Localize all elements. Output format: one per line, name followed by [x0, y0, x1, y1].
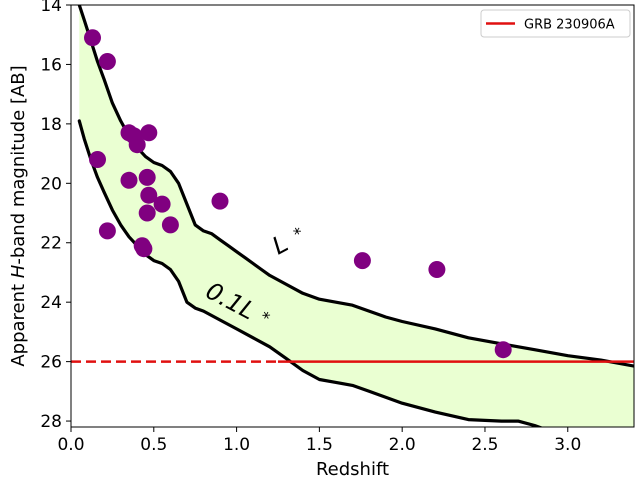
- data-point: [138, 168, 156, 186]
- data-point: [128, 136, 146, 154]
- x-axis-label: Redshift: [316, 459, 389, 480]
- data-point: [161, 216, 179, 234]
- data-point: [98, 222, 116, 240]
- x-tick-label: 2.0: [389, 435, 416, 455]
- data-point: [140, 124, 158, 142]
- legend-label: GRB 230906A: [524, 18, 615, 33]
- data-point: [135, 240, 153, 258]
- x-axis: 0.0 0.5 1.0 1.5 2.0 2.5 3.0: [57, 427, 581, 455]
- y-axis-label-prefix: Apparent: [8, 278, 29, 366]
- data-point: [353, 252, 371, 270]
- y-tick-label: 22: [40, 234, 62, 254]
- y-axis-label: Apparent H-band magnitude [AB]: [8, 65, 29, 366]
- data-point: [140, 186, 158, 204]
- y-tick-label: 14: [40, 0, 62, 16]
- data-point: [153, 195, 171, 213]
- data-point: [84, 29, 101, 47]
- legend: GRB 230906A: [480, 9, 631, 38]
- legend-box: [480, 9, 631, 38]
- y-tick-label: 26: [40, 353, 62, 373]
- data-points: [84, 29, 512, 359]
- data-point: [494, 341, 512, 359]
- x-tick-label: 1.5: [306, 435, 333, 455]
- data-point: [98, 53, 116, 70]
- x-tick-label: 0.5: [140, 435, 167, 455]
- curve-0.1-l-star: [77, 119, 544, 427]
- x-tick-label: 2.5: [471, 435, 498, 455]
- x-tick-label: 1.0: [223, 435, 250, 455]
- data-point: [89, 151, 106, 168]
- y-axis: 14 16 18 20 22 24 26 28: [40, 0, 71, 432]
- data-point: [211, 192, 229, 210]
- data-point: [138, 204, 156, 222]
- data-point: [428, 261, 446, 278]
- y-tick-label: 16: [40, 55, 62, 75]
- y-tick-label: 20: [40, 174, 62, 194]
- y-tick-label: 18: [40, 115, 62, 135]
- y-axis-label-suffix: -band magnitude [AB]: [8, 65, 29, 264]
- y-axis-label-italic: H: [8, 264, 29, 278]
- data-point: [120, 171, 138, 189]
- x-tick-label: 3.0: [554, 435, 581, 455]
- x-tick-label: 0.0: [57, 435, 84, 455]
- plot-frame: [70, 4, 635, 428]
- y-tick-label: 24: [40, 293, 62, 313]
- y-tick-label: 28: [40, 412, 62, 432]
